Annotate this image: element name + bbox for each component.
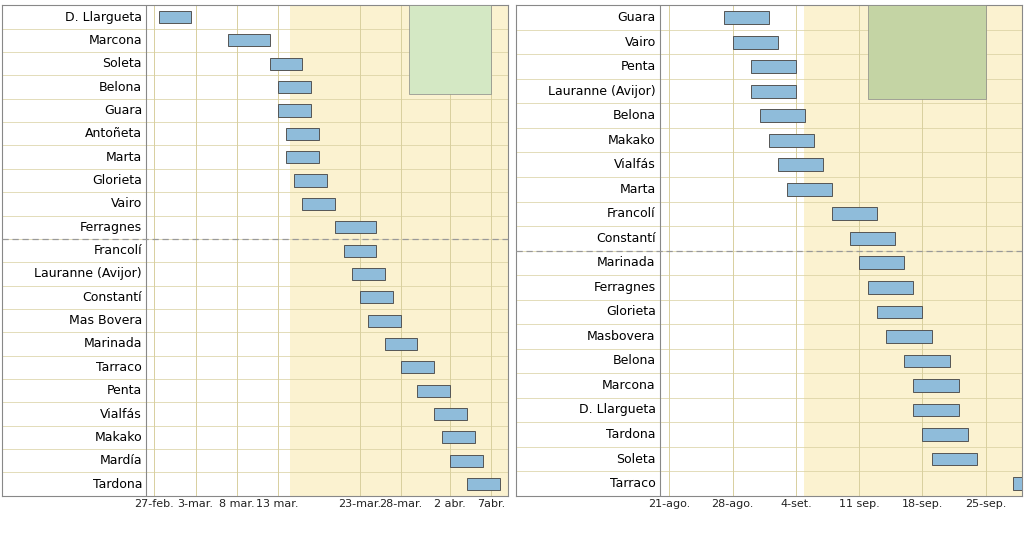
Bar	[369, 315, 401, 327]
Text: Penta: Penta	[106, 384, 142, 397]
Bar	[286, 128, 318, 140]
Text: Soleta: Soleta	[616, 452, 655, 466]
Bar	[159, 11, 191, 23]
Text: Tarraco: Tarraco	[96, 361, 142, 374]
Text: Marcona: Marcona	[602, 379, 655, 392]
Bar	[410, 5, 492, 94]
Bar	[850, 232, 895, 245]
Bar	[732, 36, 778, 49]
Text: Marinada: Marinada	[597, 256, 655, 270]
Bar	[751, 60, 796, 73]
Bar	[451, 455, 483, 467]
Text: Makako: Makako	[608, 133, 655, 147]
Text: Antoñeta: Antoñeta	[85, 128, 142, 140]
Bar	[769, 134, 814, 147]
Text: Marta: Marta	[105, 151, 142, 163]
Bar	[335, 221, 377, 233]
Text: Guara: Guara	[103, 104, 142, 117]
Text: Francolí: Francolí	[93, 244, 142, 257]
Text: Glorieta: Glorieta	[606, 306, 655, 318]
Text: Marta: Marta	[620, 183, 655, 196]
Bar	[401, 361, 434, 374]
Bar	[868, 281, 913, 294]
Text: Tardona: Tardona	[92, 478, 142, 490]
Text: Mas Bovera: Mas Bovera	[69, 314, 142, 327]
Text: Makako: Makako	[94, 431, 142, 444]
Text: Constantí: Constantí	[83, 291, 142, 304]
Text: Vialfás: Vialfás	[100, 407, 142, 421]
Bar	[868, 5, 986, 99]
Bar	[294, 174, 327, 187]
Bar	[467, 478, 500, 490]
Bar	[418, 385, 451, 397]
Text: Lauranne (Avijor): Lauranne (Avijor)	[35, 267, 142, 280]
Bar	[516, 5, 805, 496]
Bar	[228, 34, 269, 47]
Bar	[343, 244, 377, 257]
Bar	[904, 354, 949, 367]
Bar	[269, 58, 302, 70]
Bar	[385, 338, 418, 350]
Bar	[434, 408, 467, 420]
Text: Soleta: Soleta	[102, 57, 142, 70]
Text: Ferragnes: Ferragnes	[80, 221, 142, 234]
Text: D. Llargueta: D. Llargueta	[579, 404, 655, 416]
Bar	[760, 109, 805, 122]
Text: Mardía: Mardía	[99, 455, 142, 467]
Text: Marcona: Marcona	[88, 34, 142, 47]
Bar	[833, 207, 878, 220]
Bar	[887, 330, 932, 343]
Bar	[278, 105, 310, 116]
Text: Penta: Penta	[621, 60, 655, 73]
Text: Glorieta: Glorieta	[92, 174, 142, 187]
Bar	[2, 5, 291, 496]
Text: Vialfás: Vialfás	[614, 158, 655, 172]
Bar	[724, 11, 769, 24]
Text: Guara: Guara	[617, 11, 655, 24]
Text: Tardona: Tardona	[606, 428, 655, 441]
Text: Francolí: Francolí	[607, 207, 655, 220]
Bar	[751, 85, 796, 98]
Text: Belona: Belona	[612, 109, 655, 122]
Bar	[778, 158, 823, 171]
Bar	[859, 256, 904, 269]
Bar	[932, 452, 977, 465]
Bar	[913, 404, 958, 416]
Text: Constantí: Constantí	[596, 232, 655, 245]
Bar	[278, 81, 310, 93]
Bar	[923, 428, 968, 441]
Text: Ferragnes: Ferragnes	[594, 281, 655, 294]
Bar	[360, 291, 393, 303]
Text: Belona: Belona	[612, 354, 655, 368]
Bar	[878, 306, 923, 318]
Bar	[913, 379, 958, 392]
Text: Vairo: Vairo	[625, 35, 655, 49]
Bar	[786, 183, 833, 196]
Bar	[1013, 477, 1024, 490]
Bar	[442, 431, 475, 443]
Text: Masbovera: Masbovera	[587, 330, 655, 343]
Text: Vairo: Vairo	[111, 197, 142, 210]
Bar	[351, 268, 385, 280]
Text: Tarraco: Tarraco	[610, 477, 655, 490]
Bar	[302, 198, 335, 210]
Text: Marinada: Marinada	[84, 338, 142, 351]
Bar	[286, 151, 318, 163]
Text: Lauranne (Avijor): Lauranne (Avijor)	[548, 85, 655, 98]
Text: D. Llargueta: D. Llargueta	[66, 11, 142, 24]
Text: Belona: Belona	[99, 80, 142, 94]
